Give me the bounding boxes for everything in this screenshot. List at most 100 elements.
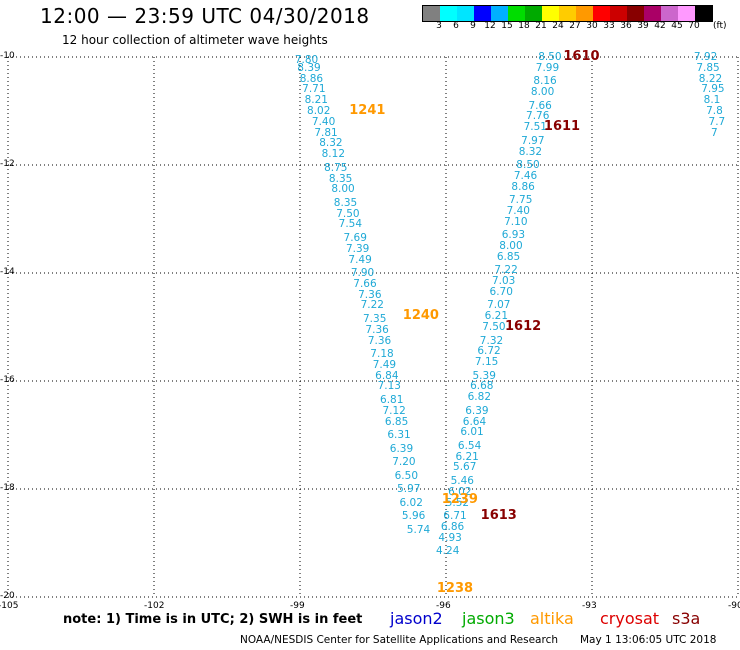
swh-value: 7.22 bbox=[494, 264, 518, 277]
swh-value: 8.02 bbox=[307, 105, 331, 117]
page-subtitle: 12 hour collection of altimeter wave hei… bbox=[62, 33, 328, 47]
swh-value: 7.71 bbox=[302, 83, 326, 96]
swh-value: 6.86 bbox=[440, 520, 465, 533]
swh-value: 7.50 bbox=[482, 321, 506, 333]
legend-swatch bbox=[661, 6, 678, 21]
swh-value: 6.84 bbox=[375, 369, 399, 382]
swh-value: 4.24 bbox=[436, 545, 460, 558]
swh-value: 6.71 bbox=[443, 510, 467, 522]
swh-value: 8.86 bbox=[511, 180, 535, 193]
swh-value: 8.35 bbox=[328, 172, 353, 185]
legend-swatch bbox=[508, 6, 525, 21]
swh-value: 7.20 bbox=[392, 456, 416, 468]
swh-value: 7 bbox=[710, 126, 718, 139]
legend-tick-label: 15 bbox=[501, 21, 513, 31]
legend-swatch bbox=[644, 6, 661, 21]
swh-value: 7.03 bbox=[491, 275, 516, 288]
swh-value: 8.12 bbox=[321, 148, 346, 161]
swh-value: 7.36 bbox=[358, 288, 382, 301]
swh-value: 5.46 bbox=[450, 474, 474, 487]
swh-value: 7.66 bbox=[353, 277, 377, 290]
longitude-label: -102 bbox=[144, 601, 165, 611]
legend-tick-label: 27 bbox=[569, 21, 581, 31]
legend-tick-label: 18 bbox=[518, 21, 530, 31]
color-legend bbox=[422, 5, 713, 22]
legend-tick-label: 70 bbox=[688, 21, 700, 31]
legend-tick-label: 45 bbox=[671, 21, 683, 31]
swh-value: 7.7 bbox=[708, 115, 726, 128]
swh-value: 8.22 bbox=[698, 72, 723, 85]
legend-swatch bbox=[542, 6, 559, 21]
swh-value: 7.97 bbox=[521, 134, 545, 147]
latitude-label: -20 bbox=[0, 591, 15, 601]
footer-credit: NOAA/NESDIS Center for Satellite Applica… bbox=[240, 634, 558, 646]
pass-number-label: 1612 bbox=[505, 319, 542, 334]
swh-value: 7.40 bbox=[311, 115, 336, 128]
swh-value: 7.36 bbox=[365, 323, 389, 336]
latitude-label: -14 bbox=[0, 267, 15, 277]
pass-number-label: 1239 bbox=[441, 491, 478, 507]
pass-number-label: 1611 bbox=[543, 119, 581, 135]
swh-value: 6.64 bbox=[462, 415, 487, 428]
satellite-legend-entry: jason2 bbox=[390, 609, 443, 628]
swh-value: 6.02 bbox=[399, 496, 423, 509]
page-title: 12:00 — 23:59 UTC 04/30/2018 bbox=[40, 4, 370, 28]
swh-value: 8.1 bbox=[703, 94, 721, 107]
longitude-label: -96 bbox=[436, 601, 451, 611]
swh-value: 6.39 bbox=[389, 442, 414, 455]
swh-value: 8.75 bbox=[324, 161, 348, 174]
swh-value: 7.90 bbox=[350, 267, 375, 279]
longitude-label: -93 bbox=[582, 601, 597, 611]
legend-tick-label: 24 bbox=[552, 21, 564, 31]
swh-value: 8.21 bbox=[304, 94, 328, 107]
swh-value: 7.13 bbox=[377, 380, 401, 393]
swh-value: 8.32 bbox=[319, 137, 343, 150]
legend-tick-label: 36 bbox=[620, 21, 632, 31]
swh-value: 6.85 bbox=[496, 250, 521, 263]
swh-value: 5.52 bbox=[445, 496, 470, 509]
swh-value: 6.72 bbox=[477, 345, 501, 358]
swh-value: 6.81 bbox=[380, 393, 404, 406]
swh-value: 7.50 bbox=[336, 207, 360, 220]
swh-value: 7.66 bbox=[528, 99, 552, 112]
swh-value: 7.40 bbox=[506, 204, 530, 217]
swh-value: 7.75 bbox=[509, 194, 533, 207]
legend-swatch bbox=[423, 6, 440, 21]
swh-value: 6.02 bbox=[448, 485, 472, 498]
pass-number-label: 1613 bbox=[480, 508, 517, 523]
swh-value: 6.93 bbox=[501, 229, 526, 242]
longitude-label: -99 bbox=[290, 601, 305, 611]
swh-value: 7.35 bbox=[363, 312, 387, 325]
swh-value: 6.82 bbox=[467, 391, 492, 404]
pass-number-label: 1241 bbox=[349, 103, 386, 118]
swh-value: 7.81 bbox=[314, 126, 338, 139]
legend-swatch bbox=[678, 6, 695, 21]
swh-value: 7.18 bbox=[370, 348, 394, 360]
longitude-label: -90 bbox=[728, 601, 740, 611]
legend-tick-label: 33 bbox=[603, 21, 615, 31]
swh-value: 7.49 bbox=[348, 253, 372, 266]
swh-value: 6.39 bbox=[465, 404, 489, 417]
swh-value: 7.99 bbox=[535, 61, 560, 74]
swh-value: 8.39 bbox=[297, 61, 321, 74]
legend-swatch bbox=[695, 6, 712, 21]
legend-swatch bbox=[576, 6, 593, 21]
legend-tick-label: 30 bbox=[586, 21, 598, 31]
swh-value: 5.96 bbox=[401, 510, 426, 522]
legend-swatch bbox=[474, 6, 491, 21]
footer-timestamp: May 1 13:06:05 UTC 2018 bbox=[580, 634, 717, 646]
latitude-label: -10 bbox=[0, 51, 15, 61]
legend-swatch bbox=[457, 6, 474, 21]
swh-value: 7.69 bbox=[343, 231, 367, 244]
note-text: note: 1) Time is in UTC; 2) SWH is in fe… bbox=[63, 612, 363, 627]
satellite-legend-entry: altika bbox=[530, 609, 574, 628]
swh-value: 8.50 bbox=[538, 51, 562, 63]
swh-value: 6.68 bbox=[470, 380, 494, 393]
legend-tick-label: 39 bbox=[637, 21, 649, 31]
pass-number-label: 1610 bbox=[563, 49, 600, 64]
swh-value: 7.85 bbox=[696, 61, 720, 74]
swh-value: 7.95 bbox=[701, 83, 725, 96]
swh-value: 8.50 bbox=[516, 159, 540, 171]
swh-value: 6.31 bbox=[387, 429, 411, 441]
